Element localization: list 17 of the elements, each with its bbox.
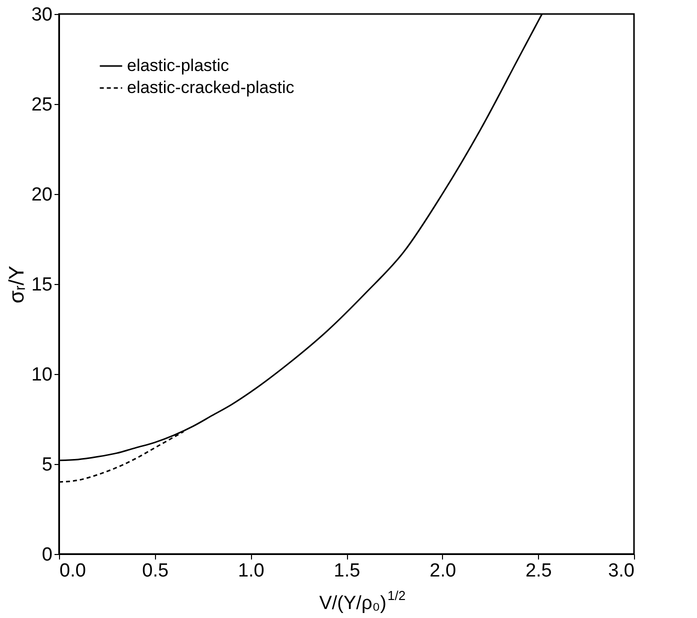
x-tick-label: 0.5: [142, 560, 169, 582]
x-tick-label: 1.5: [334, 560, 360, 582]
y-tick-label: 10: [31, 364, 52, 386]
y-tick-label: 5: [42, 454, 52, 476]
legend-label: elastic-cracked-plastic: [127, 78, 295, 97]
x-tick-label: 3.0: [608, 560, 634, 582]
y-tick-label: 0: [42, 544, 52, 566]
x-tick-label: 2.5: [525, 560, 552, 582]
y-tick-label: 30: [31, 4, 52, 26]
y-tick-label: 20: [31, 184, 52, 206]
y-axis-title: σᵣ/Y: [5, 266, 28, 304]
y-tick-label: 15: [31, 274, 52, 296]
y-tick-label: 25: [31, 94, 52, 116]
x-tick-label: 2.0: [430, 560, 456, 582]
legend-label: elastic-plastic: [127, 56, 230, 75]
x-tick-label: 1.0: [238, 560, 264, 582]
x-tick-label: 0.0: [60, 560, 86, 582]
